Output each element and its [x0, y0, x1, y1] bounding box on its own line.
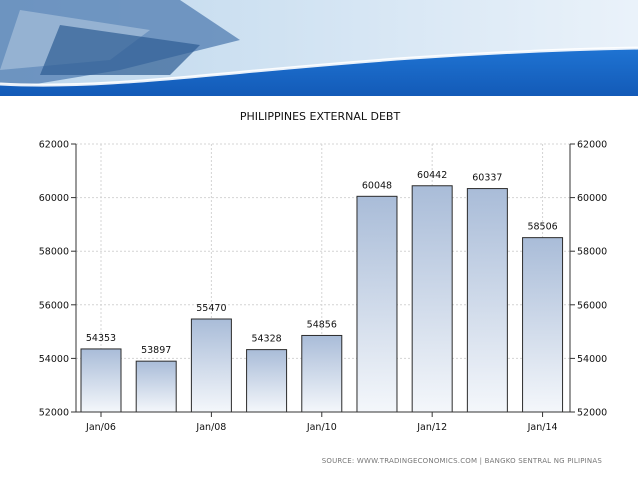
y-tick-label-left: 58000	[39, 247, 69, 258]
y-tick-label-left: 54000	[39, 354, 69, 365]
bar	[246, 349, 288, 413]
data-label: 54328	[251, 334, 281, 345]
x-axis-ticks: Jan/06 Jan/08 Jan/10 Jan/12 Jan/14	[85, 412, 558, 433]
y-tick-label-right: 54000	[577, 354, 607, 365]
bar	[356, 195, 398, 413]
bar	[411, 185, 453, 413]
y-tick-label-left: 52000	[39, 408, 69, 419]
data-label: 60337	[472, 173, 502, 184]
data-label: 54856	[307, 319, 337, 330]
x-tick-label: Jan/12	[416, 422, 447, 433]
header-banner	[0, 0, 638, 100]
data-label: 60442	[417, 170, 447, 181]
x-tick-label: Jan/14	[527, 422, 558, 433]
data-label: 55470	[196, 303, 226, 314]
source-text: SOURCE: WWW.TRADINGECONOMICS.COM | BANGK…	[322, 457, 603, 465]
data-labels: 54353 53897 55470 54328 54856 60048 60442 60337…	[86, 170, 558, 356]
y-tick-label-left: 60000	[39, 193, 69, 204]
data-label: 53897	[141, 345, 171, 356]
y-tick-label-right: 60000	[577, 193, 607, 204]
y-tick-label-right: 56000	[577, 300, 607, 311]
bar	[135, 360, 177, 413]
y-tick-label-left: 62000	[39, 140, 69, 151]
bar	[190, 318, 232, 413]
data-label: 58506	[527, 222, 557, 233]
y-tick-label-left: 56000	[39, 300, 69, 311]
y-tick-label-right: 58000	[577, 247, 607, 258]
bar	[80, 348, 122, 413]
y-tick-label-right: 62000	[577, 140, 607, 151]
bar	[522, 237, 564, 413]
chart-title: PHILIPPINES EXTERNAL DEBT	[240, 110, 401, 123]
bar	[466, 188, 508, 413]
y-axis-ticks: 52000 52000 54000 54000 56000 56000 58000 58000…	[39, 140, 607, 419]
data-label: 54353	[86, 333, 116, 344]
bars	[80, 185, 564, 413]
bar	[301, 334, 343, 413]
y-tick-label-right: 52000	[577, 408, 607, 419]
x-tick-label: Jan/06	[85, 422, 116, 433]
x-tick-label: Jan/10	[306, 422, 337, 433]
x-tick-label: Jan/08	[195, 422, 226, 433]
data-label: 60048	[362, 180, 392, 191]
bar-chart: PHILIPPINES EXTERNAL DEBT 54353 53897 5547…	[39, 110, 607, 465]
